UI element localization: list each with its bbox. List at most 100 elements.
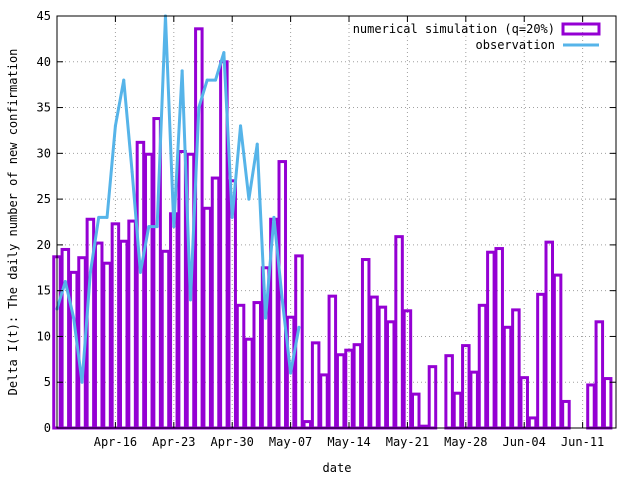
y-tick-label: 15 (37, 284, 51, 298)
observation-line (55, 14, 301, 384)
observation-point (147, 225, 151, 229)
x-tick-label: Jun-11 (561, 435, 604, 449)
observation-point (272, 215, 276, 219)
simulation-bar (552, 273, 563, 430)
simulation-bar (561, 399, 571, 430)
simulation-bar (377, 305, 388, 430)
simulation-bar (327, 294, 338, 430)
simulation-bar (302, 420, 313, 430)
observation-point (247, 197, 251, 201)
simulation-bar (118, 239, 129, 430)
observation-point (197, 106, 201, 110)
plot-frame (56, 15, 617, 429)
simulation-bar (461, 344, 471, 430)
simulation-bar (536, 292, 546, 430)
observation-point (172, 225, 176, 229)
observation-point (72, 316, 76, 320)
observation-line-layer (55, 14, 301, 384)
simulation-bar (127, 219, 137, 430)
observation-point (280, 298, 284, 302)
observation-point (180, 69, 184, 73)
observation-point (97, 215, 101, 219)
x-tick-label: Jun-04 (503, 435, 546, 449)
simulation-bar (452, 391, 463, 430)
legend-label-observation: observation (476, 38, 555, 52)
simulation-bar (586, 383, 596, 430)
simulation-bar (102, 261, 112, 430)
simulation-bar (486, 250, 496, 430)
simulation-bar (360, 258, 371, 430)
simulation-bar (369, 295, 379, 430)
observation-point (230, 215, 234, 219)
simulation-bar (511, 308, 521, 430)
x-tick-label: Apr-30 (211, 435, 254, 449)
simulation-bar (544, 240, 555, 430)
observation-point (130, 170, 134, 174)
simulation-bar (527, 416, 538, 430)
y-tick-label: 35 (37, 101, 51, 115)
simulation-bar (177, 150, 187, 430)
simulation-bar (144, 152, 154, 430)
simulation-bar (235, 303, 246, 430)
simulation-bar (310, 341, 321, 430)
observation-point (138, 270, 142, 274)
x-tick-label: Apr-23 (152, 435, 195, 449)
simulation-bar (502, 325, 513, 430)
observation-point (239, 124, 243, 128)
observation-point (155, 225, 159, 229)
simulation-bar (469, 370, 479, 430)
legend-swatch-simulation (561, 22, 601, 36)
observation-point (88, 270, 92, 274)
y-tick-label: 10 (37, 329, 51, 343)
simulation-bar (194, 27, 204, 430)
x-tick-label: May-14 (327, 435, 370, 449)
observation-point (222, 51, 226, 55)
simulation-bar (244, 337, 254, 430)
simulation-bar (202, 206, 212, 430)
simulation-bar (477, 303, 488, 430)
simulation-bar (110, 222, 121, 430)
observation-point (63, 280, 67, 284)
simulation-bar (427, 365, 438, 430)
y-axis-title: Delta I(t): The daily number of new conf… (6, 49, 20, 396)
y-tick-label: 25 (37, 192, 51, 206)
observation-point (113, 124, 117, 128)
simulation-bar (411, 392, 421, 430)
observation-point (188, 298, 192, 302)
y-tick-label: 45 (37, 9, 51, 23)
x-axis-title: date (323, 461, 352, 475)
y-tick-label: 30 (37, 146, 51, 160)
simulation-bar (68, 270, 79, 430)
simulation-bar (385, 320, 396, 430)
x-tick-label: May-21 (386, 435, 429, 449)
observation-point (205, 78, 209, 82)
axes: 0 5 10 15 20 25 30 35 40 45 Apr-16 Apr-23 Apr-30 May-… (37, 9, 617, 449)
simulation-bar (594, 320, 605, 430)
x-tick-label: May-28 (444, 435, 487, 449)
grid (57, 15, 616, 429)
legend: numerical simulation (q=20%) observation (353, 22, 601, 52)
simulation-bar (319, 373, 329, 430)
y-tick-label: 0 (44, 421, 51, 435)
x-tick-label: May-07 (269, 435, 312, 449)
y-tick-label: 5 (44, 375, 51, 389)
y-tick-label: 20 (37, 238, 51, 252)
simulation-bar (135, 140, 146, 430)
simulation-bar (160, 249, 171, 430)
y-tick-label: 40 (37, 55, 51, 69)
observation-point (264, 316, 268, 320)
simulation-bar (444, 354, 454, 430)
observation-point (105, 215, 109, 219)
observation-point (122, 78, 126, 82)
simulation-bar (352, 343, 363, 430)
observation-point (297, 325, 301, 329)
legend-label-simulation: numerical simulation (q=20%) (353, 22, 555, 36)
simulation-bar (252, 301, 262, 430)
simulation-bar (93, 241, 104, 430)
simulation-bar (210, 176, 221, 430)
simulation-bar (602, 377, 613, 430)
simulation-bar (335, 353, 346, 430)
simulation-bar (394, 235, 404, 430)
observation-point (255, 142, 259, 146)
